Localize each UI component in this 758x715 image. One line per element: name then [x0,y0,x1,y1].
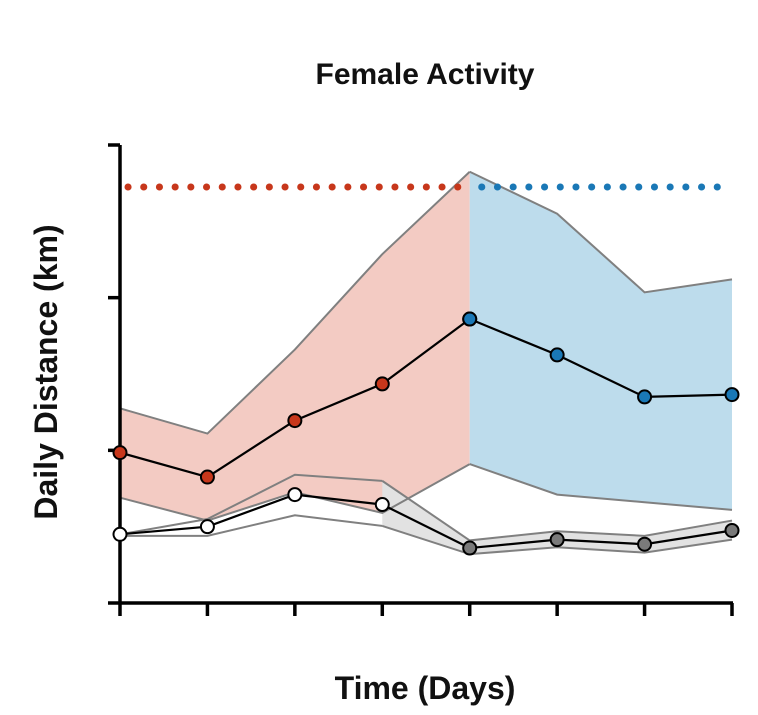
band-edge-3-upper [381,480,733,542]
control-chow-point [199,519,215,535]
band-edge-1-lower [469,463,733,511]
hfd-confidence-band [469,171,732,510]
chow-point [374,376,390,392]
band-edge-2-upper [119,473,383,536]
control-hfd-point [724,522,740,538]
hfd-point [462,311,478,327]
band-edge-0-upper [119,170,471,435]
x-axis-label: Time (Days) [335,670,516,706]
series-line-2 [119,493,383,536]
band-edge-3-lower [381,524,733,556]
series-line-1 [469,318,733,399]
plot-area [108,143,740,616]
chow-point [112,445,128,461]
control-chow-point [112,526,128,542]
control-chow-point [374,497,390,513]
control-hfd-point [637,536,653,552]
chow-point [199,469,215,485]
control-hfd-point [549,532,565,548]
chow-confidence-band [120,171,470,521]
band-edge-2-lower [120,514,383,537]
chart-title: Female Activity [316,58,535,91]
control-hfd-point [462,540,478,556]
hfd-point [549,347,565,363]
control-chow-point [287,487,303,503]
hfd-point [724,387,740,403]
chow-point [287,413,303,429]
band-edge-1-upper [469,170,733,294]
hfd-point [637,389,653,405]
y-axis-label: Daily Distance (km) [28,224,64,519]
